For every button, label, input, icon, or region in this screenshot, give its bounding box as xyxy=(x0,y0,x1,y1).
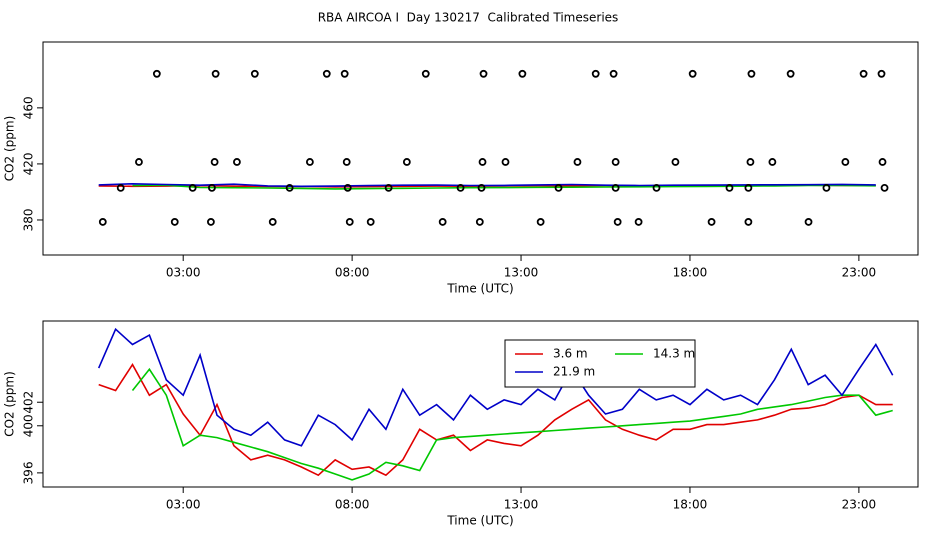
point xyxy=(518,69,527,78)
x-tick-label: 08:00 xyxy=(335,498,370,512)
legend-label: 14.3 m xyxy=(653,347,695,361)
point xyxy=(438,218,447,226)
point xyxy=(591,69,600,78)
point xyxy=(841,158,850,166)
point xyxy=(456,183,465,192)
y-tick-label: 380 xyxy=(22,209,36,232)
x-tick-label: 08:00 xyxy=(335,266,370,280)
point xyxy=(479,69,488,78)
point xyxy=(652,183,661,192)
x-axis-label: Time (UTC) xyxy=(446,514,513,528)
point xyxy=(744,183,753,192)
series-line xyxy=(131,367,893,481)
point xyxy=(768,158,777,166)
point xyxy=(345,218,354,226)
series-line xyxy=(98,363,893,477)
point xyxy=(477,183,486,192)
point xyxy=(342,158,351,166)
x-tick-label: 03:00 xyxy=(166,498,201,512)
point xyxy=(233,158,241,166)
point xyxy=(725,183,734,192)
x-tick-label: 23:00 xyxy=(842,498,877,512)
point xyxy=(421,69,430,78)
point xyxy=(609,69,618,78)
point xyxy=(210,158,219,166)
x-tick-label: 13:00 xyxy=(504,266,539,280)
x-tick-label: 13:00 xyxy=(504,498,539,512)
point xyxy=(747,69,756,78)
point xyxy=(208,183,216,192)
y-tick-label: 396 xyxy=(22,461,36,484)
point xyxy=(384,183,393,192)
point xyxy=(573,158,582,166)
point xyxy=(634,218,643,226)
point xyxy=(207,218,215,226)
point xyxy=(536,218,545,226)
point xyxy=(880,183,889,192)
point xyxy=(340,69,349,78)
point xyxy=(366,218,375,226)
point xyxy=(611,158,620,166)
point xyxy=(707,218,716,226)
x-tick-label: 23:00 xyxy=(842,266,877,280)
legend-box xyxy=(504,339,696,388)
point xyxy=(170,218,179,226)
point xyxy=(305,158,314,166)
point xyxy=(116,183,125,192)
point xyxy=(250,69,259,78)
point xyxy=(322,69,331,78)
point xyxy=(478,158,487,166)
plot-frame xyxy=(42,320,919,488)
point xyxy=(343,183,352,192)
point xyxy=(859,69,868,78)
y-tick-label: 460 xyxy=(22,96,36,119)
x-tick-label: 03:00 xyxy=(166,266,201,280)
point xyxy=(402,158,411,166)
point xyxy=(878,158,887,166)
x-tick-label: 18:00 xyxy=(673,266,708,280)
point xyxy=(135,158,143,166)
point xyxy=(822,183,831,192)
y-tick-label: 402 xyxy=(22,391,36,414)
plot-frame xyxy=(42,41,919,256)
point xyxy=(744,218,753,226)
point xyxy=(211,69,220,78)
y-tick-label: 420 xyxy=(22,152,36,175)
point xyxy=(671,158,680,166)
legend-label: 21.9 m xyxy=(553,365,595,379)
point xyxy=(98,218,107,226)
y-tick-label: 400 xyxy=(22,414,36,437)
point xyxy=(746,158,755,166)
point xyxy=(268,218,277,226)
x-tick-label: 18:00 xyxy=(673,498,708,512)
point xyxy=(475,218,484,226)
point xyxy=(877,69,886,78)
y-axis-label: CO2 (ppm) xyxy=(3,116,17,182)
point xyxy=(188,183,197,192)
y-axis-label: CO2 (ppm) xyxy=(3,371,17,437)
point xyxy=(613,218,622,226)
point xyxy=(688,69,697,78)
series-line xyxy=(97,327,894,447)
point xyxy=(804,218,813,226)
point xyxy=(501,158,510,166)
point xyxy=(554,183,563,192)
legend-label: 3.6 m xyxy=(553,347,588,361)
chart-title: RBA AIRCOA I Day 130217 Calibrated Times… xyxy=(318,11,619,25)
point xyxy=(786,69,795,78)
point xyxy=(285,183,294,192)
point xyxy=(611,183,620,192)
point xyxy=(152,69,161,78)
x-axis-label: Time (UTC) xyxy=(446,282,513,296)
